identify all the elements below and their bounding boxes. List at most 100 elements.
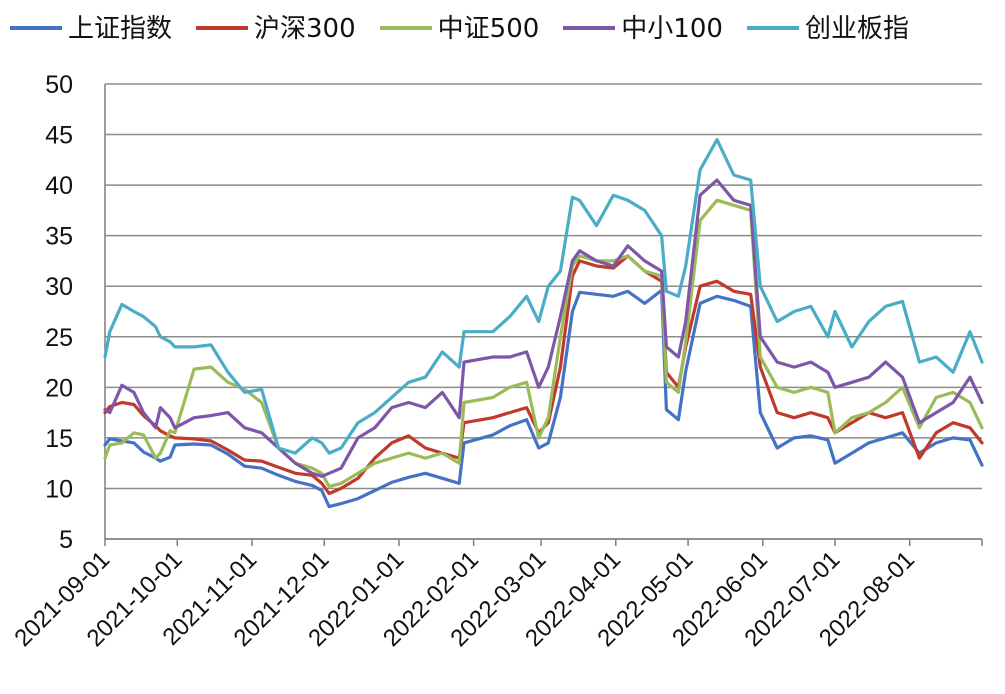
data-point xyxy=(969,401,971,404)
data-point xyxy=(525,406,528,409)
data-point xyxy=(525,381,528,384)
data-point xyxy=(793,310,795,313)
data-point xyxy=(407,476,410,479)
data-point xyxy=(793,366,795,368)
data-point xyxy=(407,452,410,454)
series-line xyxy=(103,288,984,509)
data-point xyxy=(109,405,111,408)
data-point xyxy=(884,401,887,404)
data-point xyxy=(810,435,812,437)
data-point xyxy=(210,414,212,417)
data-point xyxy=(901,376,904,379)
data-point xyxy=(733,174,735,176)
data-point xyxy=(627,244,629,247)
data-point xyxy=(834,462,836,464)
data-point xyxy=(595,224,598,227)
data-point xyxy=(759,366,762,368)
data-point xyxy=(677,295,680,298)
data-point xyxy=(851,452,853,454)
data-point xyxy=(759,335,762,338)
data-point xyxy=(227,449,229,451)
data-point xyxy=(935,396,938,399)
data-point xyxy=(133,391,135,394)
data-point xyxy=(559,366,562,368)
data-point xyxy=(643,270,646,272)
data-point xyxy=(142,434,145,436)
data-point xyxy=(793,416,795,419)
data-point xyxy=(159,430,162,432)
data-point xyxy=(357,421,359,424)
data-point xyxy=(340,482,342,485)
legend-label: 中证500 xyxy=(437,14,540,44)
data-point xyxy=(716,295,718,298)
data-point xyxy=(547,285,550,288)
data-point xyxy=(684,320,687,323)
data-point xyxy=(463,401,465,404)
data-point xyxy=(834,386,836,389)
data-point xyxy=(810,411,812,414)
data-point xyxy=(776,386,779,389)
data-point xyxy=(321,475,323,478)
data-point xyxy=(643,302,646,305)
data-point xyxy=(294,452,297,454)
legend-label: 中小100 xyxy=(621,14,723,44)
data-point xyxy=(834,432,836,434)
data-point xyxy=(424,472,427,475)
data-point xyxy=(508,315,511,318)
data-point xyxy=(571,310,574,313)
data-point xyxy=(559,335,562,338)
series-5 xyxy=(103,138,984,455)
data-point xyxy=(660,270,663,272)
data-point xyxy=(133,442,135,444)
data-point xyxy=(612,194,615,197)
data-point xyxy=(793,437,795,439)
data-point xyxy=(328,472,330,475)
data-point xyxy=(810,305,812,308)
data-point xyxy=(424,457,427,459)
data-point xyxy=(627,255,629,257)
data-point xyxy=(492,416,494,419)
data-point xyxy=(133,432,135,434)
y-tick-label: 35 xyxy=(45,223,73,251)
data-point xyxy=(952,391,954,394)
data-point xyxy=(827,371,829,373)
data-point xyxy=(321,472,323,475)
data-point xyxy=(547,442,550,444)
data-point xyxy=(759,285,762,288)
data-point xyxy=(227,381,229,384)
data-point xyxy=(884,416,887,419)
y-tick-label: 40 xyxy=(45,172,73,200)
data-point xyxy=(935,442,938,444)
data-point xyxy=(776,361,779,363)
data-point xyxy=(759,356,762,358)
data-point xyxy=(357,472,359,475)
data-point xyxy=(142,315,145,318)
data-point xyxy=(159,452,162,454)
data-point xyxy=(193,416,195,419)
data-point xyxy=(441,477,444,480)
data-point xyxy=(463,330,465,333)
legend-item: 中证500 xyxy=(379,8,540,45)
data-point xyxy=(294,462,297,464)
data-point xyxy=(492,396,494,399)
data-point xyxy=(716,179,718,181)
data-point xyxy=(374,426,376,429)
data-point xyxy=(193,443,195,445)
y-tick-label: 45 xyxy=(45,122,73,150)
data-point xyxy=(677,356,680,358)
legend-swatch xyxy=(10,25,62,30)
data-point xyxy=(340,487,342,490)
data-point xyxy=(716,280,718,282)
data-point xyxy=(374,489,376,492)
data-point xyxy=(901,386,904,389)
data-point xyxy=(154,426,157,429)
data-point xyxy=(174,426,176,429)
series-1 xyxy=(103,288,984,509)
data-point xyxy=(827,416,829,419)
data-point xyxy=(328,485,330,488)
data-point xyxy=(109,411,111,414)
data-point xyxy=(627,290,629,293)
data-point xyxy=(508,411,511,414)
legend-label: 创业板指 xyxy=(804,14,909,44)
data-point xyxy=(952,371,954,373)
